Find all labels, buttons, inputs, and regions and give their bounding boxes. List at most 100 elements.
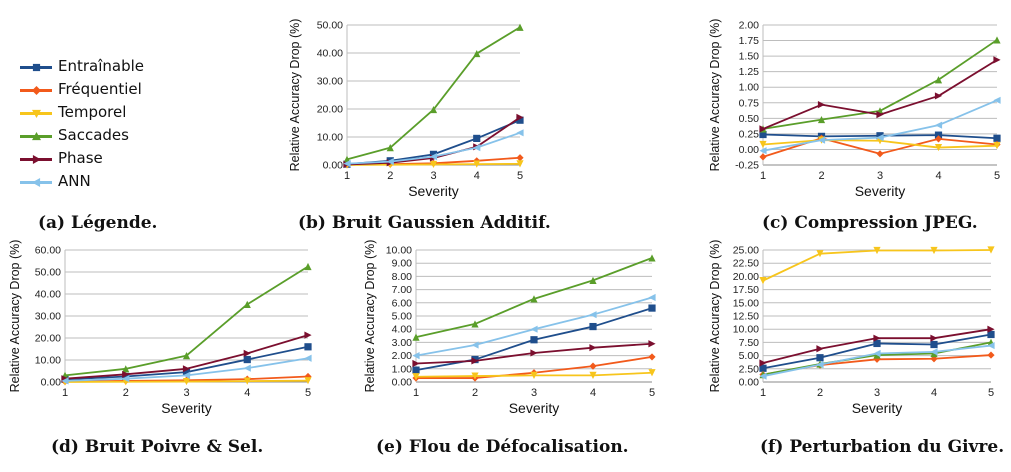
data-point-temporel	[243, 377, 251, 385]
x-tick-label: 2	[123, 387, 129, 399]
y-axis-title: Relative Accuracy Drop (%)	[8, 240, 22, 392]
data-point-ann	[429, 153, 438, 161]
data-point-entrainable	[934, 131, 943, 139]
data-point-temporel	[816, 250, 824, 258]
triangle-down-marker-icon	[32, 109, 41, 118]
data-point-saccades	[934, 76, 943, 84]
legend-item-phase: Phase	[16, 148, 196, 171]
data-point-ann	[530, 325, 538, 333]
data-point-ann	[412, 352, 420, 360]
data-point-entrainable	[759, 130, 767, 139]
y-tick-label: 50.00	[317, 20, 343, 32]
data-point-ann	[876, 134, 884, 142]
data-point-saccades	[530, 295, 538, 303]
x-tick-label: 5	[517, 170, 523, 182]
data-point-ann	[987, 341, 995, 350]
legend-item-saccades: Saccades	[16, 125, 196, 148]
y-tick-label: 17.50	[733, 284, 759, 296]
y-tick-label: 5.00	[739, 350, 760, 362]
data-point-temporel	[993, 142, 1001, 150]
y-tick-label: -0.25	[735, 160, 759, 172]
caption-d: (d) Bruit Poivre & Sel.	[51, 437, 264, 457]
data-point-saccades	[648, 254, 656, 262]
caption-b: (b) Bruit Gaussien Additif.	[298, 213, 551, 233]
y-axis-title: Relative Accuracy Drop (%)	[708, 240, 722, 392]
data-point-entrainable	[930, 340, 938, 349]
data-point-entrainable	[993, 134, 1001, 142]
y-tick-label: 1.75	[739, 35, 760, 47]
data-point-entrainable	[429, 150, 438, 158]
chart-compression-jpeg: -0.25 0.00 0.25 0.50 0.75 1.00 1.25 1.50 1.75 2.0…	[708, 19, 1001, 199]
y-tick-label: 0.00	[739, 377, 760, 389]
caption-a: (a) Légende.	[38, 213, 158, 233]
y-tick-label: 50.00	[35, 267, 61, 279]
data-point-phase	[876, 111, 884, 119]
y-tick-label: 1.50	[739, 51, 760, 63]
y-tick-label: 10.00	[317, 132, 343, 144]
data-point-ann	[873, 349, 881, 358]
data-point-ann	[304, 354, 312, 362]
data-point-ann	[61, 377, 69, 385]
y-tick-label: 40.00	[317, 48, 343, 60]
data-point-phase	[589, 344, 597, 352]
y-tick-label: 6.00	[392, 297, 413, 309]
chart-bruit-gaussien: 0.00 10.00 20.00 30.00 40.00 50.00 1 2 3 4 5 Severi…	[288, 19, 524, 199]
data-point-phase	[759, 359, 767, 367]
data-point-saccades	[589, 276, 597, 284]
triangle-right-marker-icon	[32, 155, 41, 164]
data-point-temporel	[759, 140, 767, 149]
data-point-temporel	[934, 143, 943, 152]
x-axis-title: Severity	[509, 400, 560, 416]
data-point-saccades	[243, 300, 251, 308]
data-point-saccades	[122, 365, 130, 373]
x-tick-label: 5	[305, 387, 311, 399]
y-tick-label: 20.00	[35, 333, 61, 345]
y-tick-label: 30.00	[317, 76, 343, 88]
data-point-temporel	[873, 246, 881, 255]
x-tick-label: 2	[387, 170, 393, 182]
data-point-phase	[530, 349, 538, 357]
legend-label-frequentiel: Fréquentiel	[58, 80, 142, 98]
y-tick-label: 25.00	[733, 245, 759, 257]
legend-item-entrainable: Entraînable	[16, 56, 196, 79]
y-tick-label: 10.00	[35, 355, 61, 367]
data-point-frequentiel	[648, 353, 656, 361]
data-point-ann	[648, 293, 656, 302]
data-point-temporel	[648, 369, 656, 377]
y-axis-title: Relative Accuracy Drop (%)	[363, 240, 377, 392]
data-point-phase	[412, 359, 420, 368]
legend-label-entrainable: Entraînable	[58, 57, 145, 75]
x-tick-label: 4	[474, 170, 480, 182]
data-point-phase	[304, 331, 312, 339]
data-point-ann	[343, 160, 351, 168]
data-point-ann	[182, 371, 191, 379]
data-point-entrainable	[243, 355, 251, 364]
data-point-temporel	[589, 371, 597, 379]
data-point-phase	[182, 365, 191, 373]
data-point-saccades	[429, 105, 438, 114]
x-tick-label: 3	[531, 387, 537, 399]
data-point-entrainable	[648, 304, 656, 312]
data-point-frequentiel	[759, 153, 767, 161]
y-tick-label: 0.00	[392, 377, 413, 389]
data-point-frequentiel	[876, 150, 884, 158]
data-point-saccades	[386, 144, 394, 152]
data-point-saccades	[412, 333, 420, 341]
y-tick-label: 0.00	[41, 377, 62, 389]
y-tick-label: 60.00	[35, 245, 61, 257]
data-point-frequentiel	[934, 135, 943, 143]
data-point-saccades	[182, 352, 191, 360]
data-point-temporel	[429, 160, 438, 169]
y-tick-label: 10.00	[386, 245, 412, 257]
x-tick-label: 3	[183, 387, 189, 399]
data-point-entrainable	[530, 336, 538, 344]
square-marker-icon	[32, 63, 41, 72]
data-point-frequentiel	[987, 351, 995, 359]
y-tick-label: 40.00	[35, 289, 61, 301]
x-tick-label: 4	[244, 387, 250, 399]
x-tick-label: 4	[590, 387, 596, 399]
data-point-saccades	[516, 23, 524, 31]
y-axis-title: Relative Accuracy Drop (%)	[288, 19, 302, 172]
chart-flou-defocalisation: 0.00 1.002.003.004.005.00 6.007.008.009.00…	[363, 240, 656, 416]
data-point-ann	[934, 121, 943, 129]
